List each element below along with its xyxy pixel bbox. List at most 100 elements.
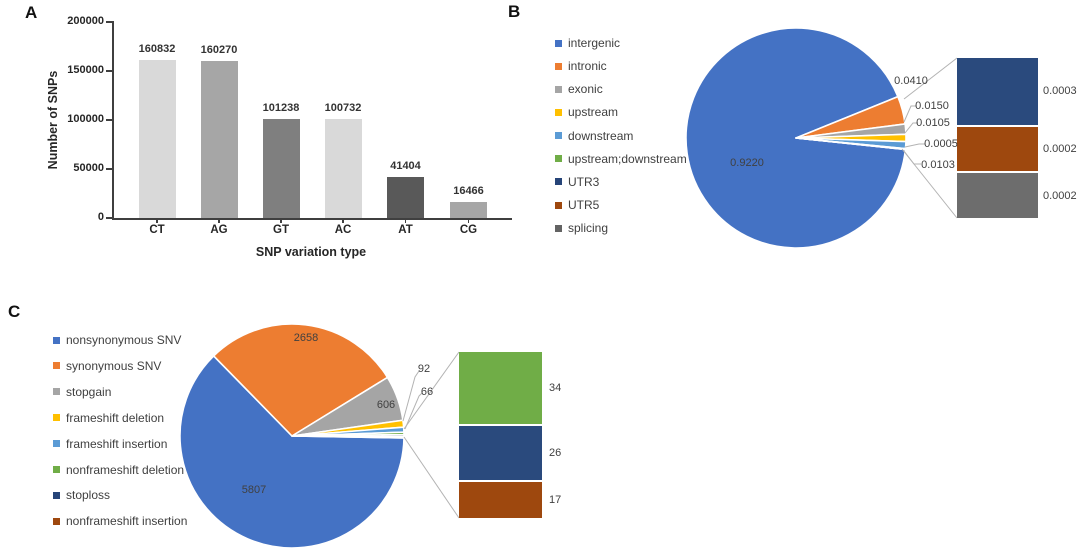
bar-ct: [138, 60, 176, 218]
bar-segment-splicing: [957, 173, 1038, 218]
pie-slice-nonsynonymous-snv: [179, 355, 405, 549]
y-tick-mark: [106, 119, 112, 121]
legend-marker-frameshift-insertion: [53, 440, 60, 448]
bar-ag: [200, 60, 238, 218]
legend-item-stoploss: stoploss: [53, 487, 110, 503]
pie-value-label-intergenic: 0.9220: [730, 156, 764, 169]
category-label-at: AT: [398, 224, 413, 236]
legend-item-synonymous-snv: synonymous SNV: [53, 358, 161, 374]
y-tick-label: 100000: [67, 113, 104, 125]
legend-marker-utr3: [555, 178, 562, 186]
legend-marker-splicing: [555, 224, 562, 232]
pie-value-label-nonsynonymous-snv: 5807: [241, 483, 267, 496]
legend-label-intergenic: intergenic: [568, 36, 621, 50]
legend-label-stopgain: stopgain: [66, 384, 112, 399]
bar-value-ct: 160832: [138, 43, 176, 56]
x-axis-line: [112, 217, 512, 220]
pie-value-label-upstream: 0.0105: [916, 116, 950, 129]
connector-line-4: [904, 143, 925, 148]
legend-item-stopgain: stopgain: [53, 384, 111, 400]
bar-segment-nonframeshift-deletion: [459, 352, 542, 424]
legend-label-upstream: upstream: [568, 105, 619, 120]
legend-label-nonframeshift-deletion: nonframeshift deletion: [66, 462, 185, 477]
legend-item-exonic: exonic: [555, 81, 603, 97]
y-tick-label: 200000: [67, 15, 104, 27]
breakout-bar-genomic-regions: [957, 58, 1038, 218]
legend-label-frameshift-insertion: frameshift insertion: [66, 436, 168, 451]
legend-label-utr3: UTR3: [568, 174, 600, 189]
x-tick-mark: [156, 218, 158, 223]
bar-segment-label-splicing: 0.0002: [1043, 189, 1077, 202]
bar-value-ag: 160270: [200, 43, 238, 56]
legend-marker-stoploss: [53, 491, 60, 499]
legend-label-nonframeshift-insertion: nonframeshift insertion: [66, 514, 188, 529]
pie-value-label-upstream-downstream: 0.0005: [924, 137, 958, 150]
y-tick-label: 50000: [73, 162, 104, 174]
connector-line-2: [402, 370, 420, 422]
pie-value-label-stopgain: 606: [376, 398, 396, 411]
connector-line-1: [403, 436, 460, 519]
breakout-bar-snv-effects: [459, 352, 542, 518]
bar-value-gt: 101238: [262, 101, 300, 114]
legend-label-stoploss: stoploss: [66, 488, 111, 503]
legend-marker-synonymous-snv: [53, 362, 60, 370]
pie-value-label-frameshift-insertion: 66: [420, 385, 434, 398]
legend-label-utr5: UTR5: [568, 198, 600, 213]
legend-label-nonsynonymous-snv: nonsynonymous SNV: [66, 333, 182, 347]
category-label-gt: GT: [273, 224, 289, 236]
bar-value-ac: 100732: [324, 102, 362, 115]
category-label-ag: AG: [210, 224, 228, 236]
legend-item-utr5: UTR5: [555, 197, 599, 213]
x-tick-mark: [280, 218, 282, 223]
pie-slice-synonymous-snv: [212, 323, 389, 437]
y-tick-label: 0: [97, 211, 104, 223]
legend-item-utr3: UTR3: [555, 174, 599, 190]
y-tick-mark: [106, 70, 112, 72]
category-label-ct: CT: [149, 224, 165, 236]
legend-item-frameshift-deletion: frameshift deletion: [53, 410, 164, 426]
bar-ac: [324, 119, 362, 218]
x-tick-mark: [404, 218, 407, 223]
bar-segment-utr3: [957, 58, 1038, 125]
bar-segment-label-stoploss: 26: [549, 446, 562, 459]
x-tick-mark: [218, 218, 220, 223]
legend-item-intergenic: intergenic: [555, 35, 620, 51]
legend-label-splicing: splicing: [568, 221, 609, 236]
legend-marker-frameshift-deletion: [53, 414, 60, 422]
connector-line-2: [903, 105, 916, 123]
legend-marker-upstream: [555, 108, 562, 116]
legend-marker-nonsynonymous-snv: [53, 336, 60, 344]
legend-label-frameshift-deletion: frameshift deletion: [66, 410, 165, 425]
bar-segment-utr5: [957, 126, 1038, 172]
y-tick-mark: [106, 21, 112, 23]
pie-value-label-synonymous-snv: 2658: [293, 331, 319, 344]
category-label-cg: CG: [459, 224, 478, 236]
bar-segment-stoploss: [459, 425, 542, 481]
legend-item-splicing: splicing: [555, 220, 608, 236]
legend-marker-utr5: [555, 201, 562, 209]
legend-label-upstream-downstream: upstream;downstream: [568, 151, 687, 166]
panel-b-label: B: [508, 2, 521, 21]
legend-item-frameshift-insertion: frameshift insertion: [53, 436, 167, 452]
y-tick-mark: [106, 217, 112, 219]
y-axis-line: [112, 21, 114, 219]
pie-slice-splicing: [795, 137, 907, 151]
bar-segment-label-nonframeshift-deletion: 34: [549, 381, 562, 394]
panel-a-label: A: [25, 3, 38, 22]
pie-value-label-exonic: 0.0150: [915, 99, 949, 112]
legend-marker-stopgain: [53, 388, 60, 396]
legend-item-nonsynonymous-snv: nonsynonymous SNV: [53, 332, 181, 348]
bar-segment-label-utr5: 0.0002: [1043, 143, 1077, 156]
legend-marker-exonic: [555, 85, 562, 93]
legend-label-exonic: exonic: [568, 82, 603, 97]
y-tick-label: 150000: [67, 64, 104, 76]
legend-label-synonymous-snv: synonymous SNV: [66, 358, 162, 373]
pie-value-label-intronic: 0.0410: [894, 74, 928, 87]
bar-segment-label-utr3: 0.0003: [1043, 85, 1077, 98]
